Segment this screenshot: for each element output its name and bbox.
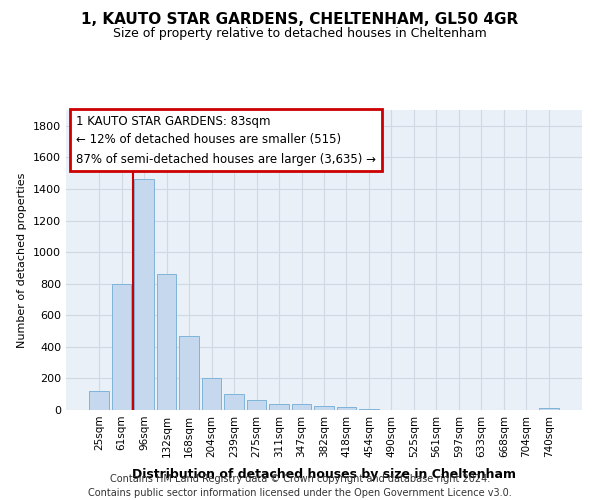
Bar xyxy=(202,378,221,410)
Bar xyxy=(179,336,199,410)
Text: 1 KAUTO STAR GARDENS: 83sqm
← 12% of detached houses are smaller (515)
87% of se: 1 KAUTO STAR GARDENS: 83sqm ← 12% of det… xyxy=(76,114,376,166)
Bar xyxy=(314,406,334,410)
Bar xyxy=(337,407,356,410)
Y-axis label: Number of detached properties: Number of detached properties xyxy=(17,172,28,348)
Bar xyxy=(359,409,379,410)
Bar xyxy=(539,408,559,410)
Bar xyxy=(269,404,289,410)
X-axis label: Distribution of detached houses by size in Cheltenham: Distribution of detached houses by size … xyxy=(132,468,516,481)
Bar xyxy=(89,391,109,410)
Text: 1, KAUTO STAR GARDENS, CHELTENHAM, GL50 4GR: 1, KAUTO STAR GARDENS, CHELTENHAM, GL50 … xyxy=(82,12,518,28)
Bar xyxy=(157,274,176,410)
Bar xyxy=(247,400,266,410)
Bar xyxy=(112,284,131,410)
Text: Size of property relative to detached houses in Cheltenham: Size of property relative to detached ho… xyxy=(113,28,487,40)
Bar xyxy=(292,404,311,410)
Bar xyxy=(224,394,244,410)
Bar xyxy=(134,180,154,410)
Text: Contains HM Land Registry data © Crown copyright and database right 2024.
Contai: Contains HM Land Registry data © Crown c… xyxy=(88,474,512,498)
